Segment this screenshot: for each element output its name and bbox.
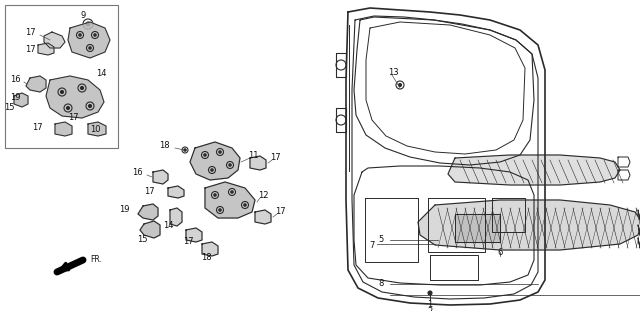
Polygon shape [168,186,184,198]
Text: 17: 17 [182,237,193,246]
Text: 12: 12 [258,191,269,200]
Polygon shape [205,182,255,218]
Polygon shape [190,142,240,180]
Text: 17: 17 [25,28,36,37]
Polygon shape [88,122,106,136]
Text: FR.: FR. [90,256,102,264]
Text: 16: 16 [132,168,143,177]
Text: 19: 19 [120,205,130,214]
Circle shape [81,86,83,90]
Text: 17: 17 [275,207,285,216]
Text: 17: 17 [270,153,280,162]
Text: 11: 11 [248,151,259,160]
Circle shape [231,191,233,193]
Text: 18: 18 [201,253,211,262]
Text: 15: 15 [4,103,14,112]
Polygon shape [14,93,28,107]
Circle shape [204,154,206,156]
Polygon shape [170,208,182,226]
Text: 7: 7 [370,241,375,250]
Text: 13: 13 [388,68,399,77]
Text: 6: 6 [497,248,502,257]
Text: 5: 5 [379,235,384,244]
Text: 14: 14 [96,69,106,78]
Text: 15: 15 [137,235,147,244]
Circle shape [211,169,213,171]
Polygon shape [418,200,640,250]
Circle shape [428,291,432,295]
Polygon shape [202,242,218,256]
Polygon shape [55,122,72,136]
Text: 8: 8 [379,280,384,289]
Text: 17: 17 [25,45,36,54]
Circle shape [219,209,221,211]
Text: 17: 17 [145,187,155,196]
Circle shape [89,47,92,49]
Polygon shape [455,214,500,242]
Circle shape [244,204,246,206]
Circle shape [88,104,92,108]
Polygon shape [26,76,46,92]
Polygon shape [46,76,104,118]
Circle shape [229,164,231,166]
Text: 18: 18 [159,141,170,150]
Text: 16: 16 [10,75,20,84]
Polygon shape [153,170,168,184]
Polygon shape [448,155,620,185]
Circle shape [79,34,81,36]
Polygon shape [138,204,158,220]
Polygon shape [38,43,54,55]
Text: 14: 14 [163,221,173,230]
Text: 17: 17 [32,123,43,132]
Bar [5,5,118,148]
Circle shape [184,149,186,151]
Circle shape [214,194,216,196]
Circle shape [399,83,401,86]
Circle shape [67,106,70,109]
Circle shape [94,34,96,36]
Polygon shape [255,210,271,224]
Polygon shape [186,228,202,242]
Circle shape [219,151,221,153]
Polygon shape [68,22,110,58]
Text: 2: 2 [428,307,433,311]
Polygon shape [250,156,266,170]
Text: 1: 1 [428,300,433,309]
Polygon shape [44,32,65,48]
Circle shape [86,22,90,26]
Text: 9: 9 [81,11,86,20]
Text: 19: 19 [10,93,20,102]
Polygon shape [140,221,160,238]
Circle shape [61,91,63,94]
Text: 17: 17 [68,113,79,122]
Text: 10: 10 [90,125,100,134]
